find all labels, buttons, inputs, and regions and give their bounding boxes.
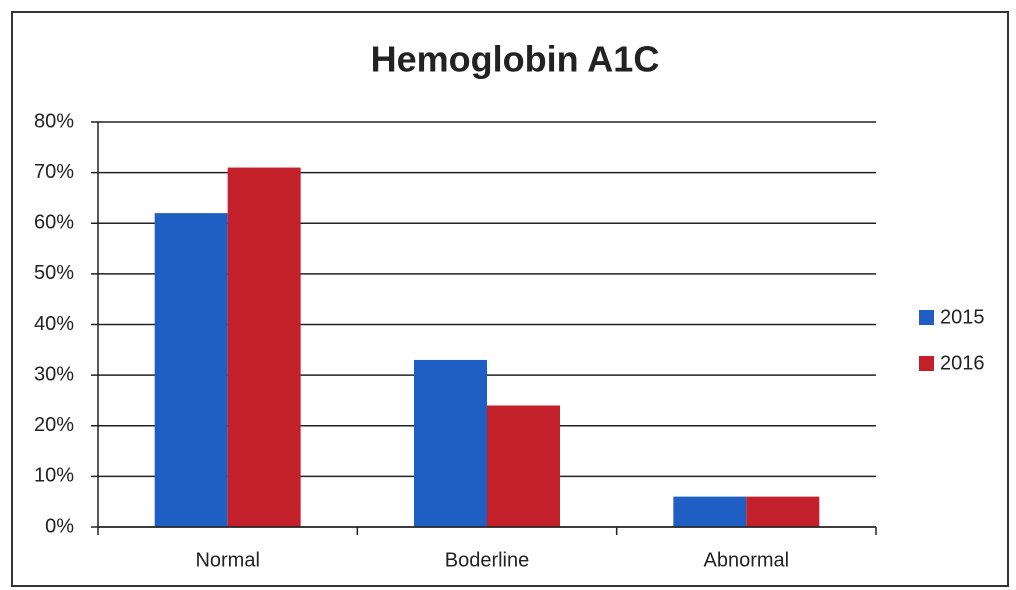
x-tick-label: Abnormal [704,549,790,571]
y-tick-label: 80% [34,110,74,132]
legend-swatch [919,310,934,325]
x-tick-label: Normal [195,549,259,571]
x-tick-label: Boderline [445,549,530,571]
y-tick-label: 60% [34,212,74,234]
bar [414,359,487,527]
y-tick-label: 20% [34,414,74,436]
y-tick-label: 30% [34,363,74,385]
chart-title: Hemoglobin A1C [371,39,660,80]
bar [154,213,228,527]
bar [673,496,747,527]
y-tick-label: 0% [45,515,74,537]
bar [227,167,301,527]
y-tick-label: 50% [34,262,74,284]
bar [487,405,560,527]
y-tick-label: 70% [34,161,74,183]
legend-label: 2016 [940,352,985,374]
y-tick-label: 10% [34,465,74,487]
y-tick-label: 40% [34,313,74,335]
bar [746,496,820,527]
legend-label: 2015 [940,306,985,328]
legend-swatch [919,356,934,371]
